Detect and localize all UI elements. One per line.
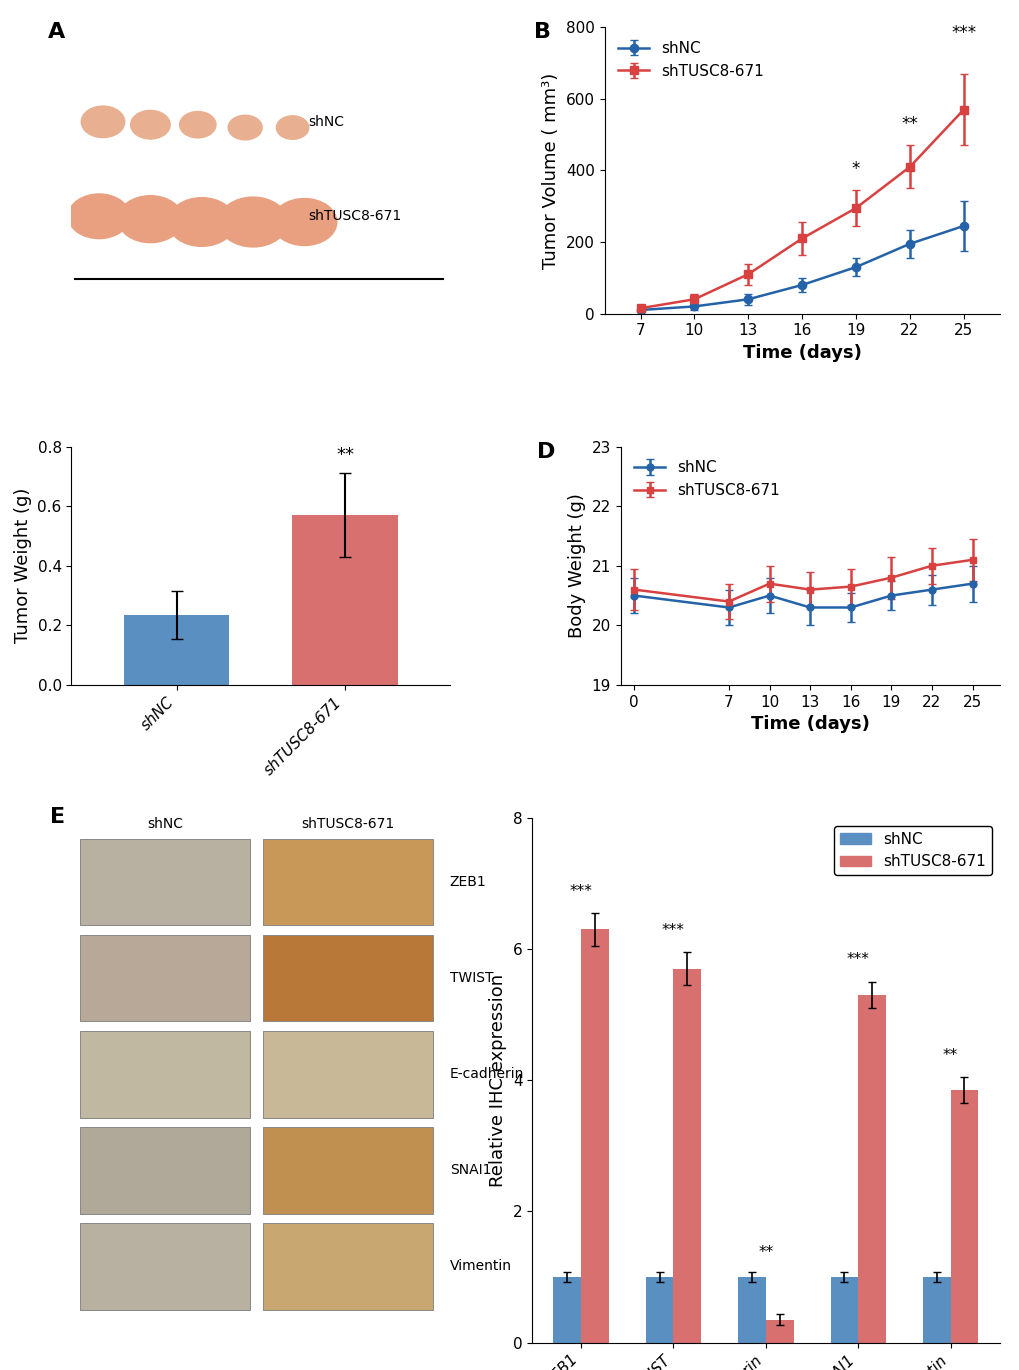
- Circle shape: [168, 197, 235, 247]
- Bar: [645, 1277, 673, 1343]
- Bar: [79, 1032, 250, 1118]
- Text: ZEB1: ZEB1: [449, 875, 486, 889]
- Text: E: E: [50, 807, 65, 827]
- Y-axis label: Tumor Weight (g): Tumor Weight (g): [14, 488, 32, 644]
- Text: ***: ***: [950, 23, 975, 41]
- Text: shTUSC8-671: shTUSC8-671: [301, 817, 394, 832]
- Bar: [263, 838, 432, 926]
- Bar: [263, 1032, 432, 1118]
- Bar: [673, 969, 700, 1343]
- X-axis label: Time (days): Time (days): [742, 344, 861, 362]
- Circle shape: [82, 105, 124, 137]
- Circle shape: [218, 197, 287, 247]
- Text: *: *: [851, 160, 859, 178]
- Circle shape: [118, 196, 182, 242]
- Y-axis label: Tumor Volume ( mm³): Tumor Volume ( mm³): [542, 73, 559, 269]
- Bar: [581, 929, 608, 1343]
- Text: **: **: [757, 1245, 772, 1260]
- Circle shape: [179, 111, 216, 138]
- Bar: [292, 515, 397, 685]
- Bar: [829, 1277, 857, 1343]
- Text: A: A: [48, 22, 65, 41]
- Text: shTUSC8-671: shTUSC8-671: [308, 210, 401, 223]
- Bar: [950, 1091, 977, 1343]
- Bar: [857, 995, 886, 1343]
- Text: ***: ***: [569, 884, 592, 899]
- Text: ***: ***: [846, 952, 869, 967]
- Text: Vimentin: Vimentin: [449, 1259, 512, 1273]
- Bar: [263, 1223, 432, 1310]
- Text: shNC: shNC: [147, 817, 182, 832]
- Text: D: D: [537, 441, 555, 462]
- Text: ***: ***: [661, 923, 684, 938]
- Text: TWIST: TWIST: [449, 971, 492, 985]
- Text: **: **: [943, 1048, 957, 1063]
- Legend: shNC, shTUSC8-671: shNC, shTUSC8-671: [834, 826, 991, 875]
- Legend: shNC, shTUSC8-671: shNC, shTUSC8-671: [628, 453, 786, 504]
- Circle shape: [272, 199, 336, 245]
- Circle shape: [68, 195, 129, 238]
- Bar: [79, 1223, 250, 1310]
- Bar: [79, 1128, 250, 1214]
- Text: SNAI1: SNAI1: [449, 1163, 491, 1177]
- Text: **: **: [901, 115, 917, 133]
- Y-axis label: Relative IHC expression: Relative IHC expression: [488, 974, 506, 1186]
- Y-axis label: Body Weight (g): Body Weight (g): [568, 493, 586, 638]
- Bar: [263, 1128, 432, 1214]
- Circle shape: [228, 115, 262, 140]
- Bar: [79, 934, 250, 1022]
- Bar: [124, 615, 229, 685]
- Bar: [922, 1277, 950, 1343]
- Bar: [738, 1277, 765, 1343]
- Bar: [765, 1319, 793, 1343]
- Bar: [79, 838, 250, 926]
- Bar: [263, 934, 432, 1022]
- Text: E-cadherin: E-cadherin: [449, 1067, 524, 1081]
- Text: **: **: [335, 447, 354, 464]
- X-axis label: Time (days): Time (days): [750, 715, 869, 733]
- Text: B: B: [533, 22, 550, 41]
- Circle shape: [130, 111, 170, 138]
- Legend: shNC, shTUSC8-671: shNC, shTUSC8-671: [611, 36, 769, 85]
- Bar: [552, 1277, 581, 1343]
- Circle shape: [276, 116, 309, 140]
- Text: shNC: shNC: [308, 115, 344, 129]
